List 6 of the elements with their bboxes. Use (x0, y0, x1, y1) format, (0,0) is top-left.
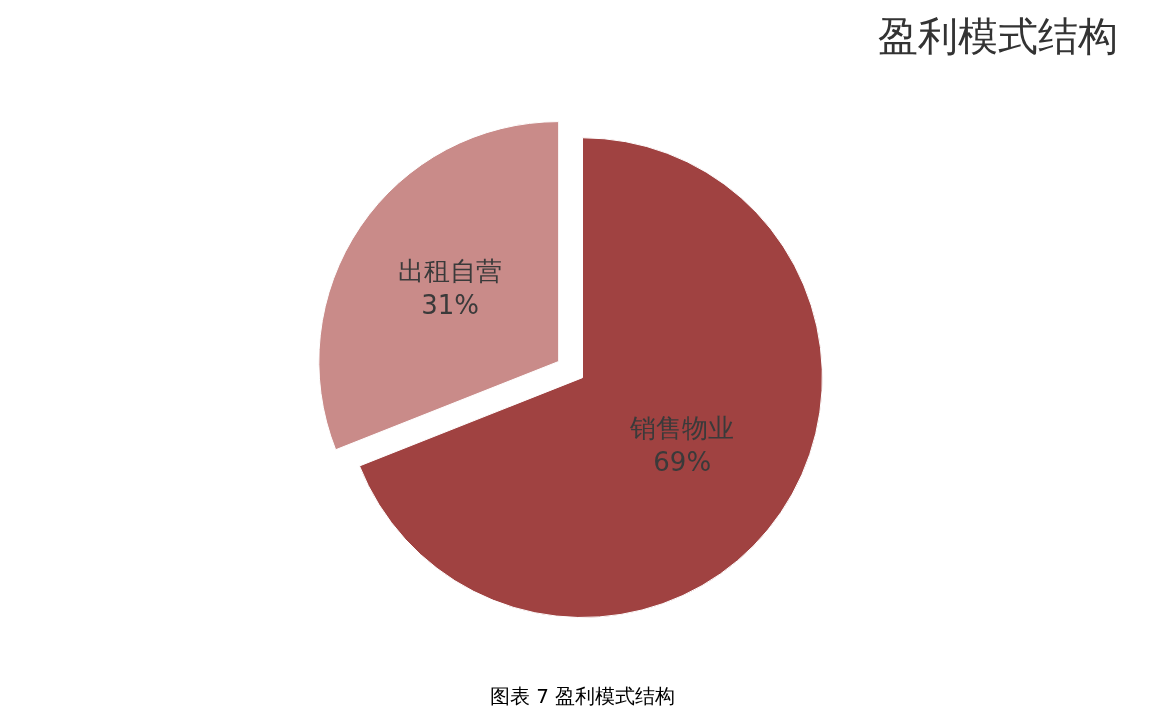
data-label: 69% (653, 446, 712, 477)
text: 盈利模式结构 (878, 12, 1119, 59)
data-label: 31% (421, 289, 479, 320)
slice-label: 出租自营 (398, 255, 503, 286)
text: 图表 7 盈利模式结构 (490, 684, 676, 708)
slice-label: 销售物业 (629, 413, 735, 444)
